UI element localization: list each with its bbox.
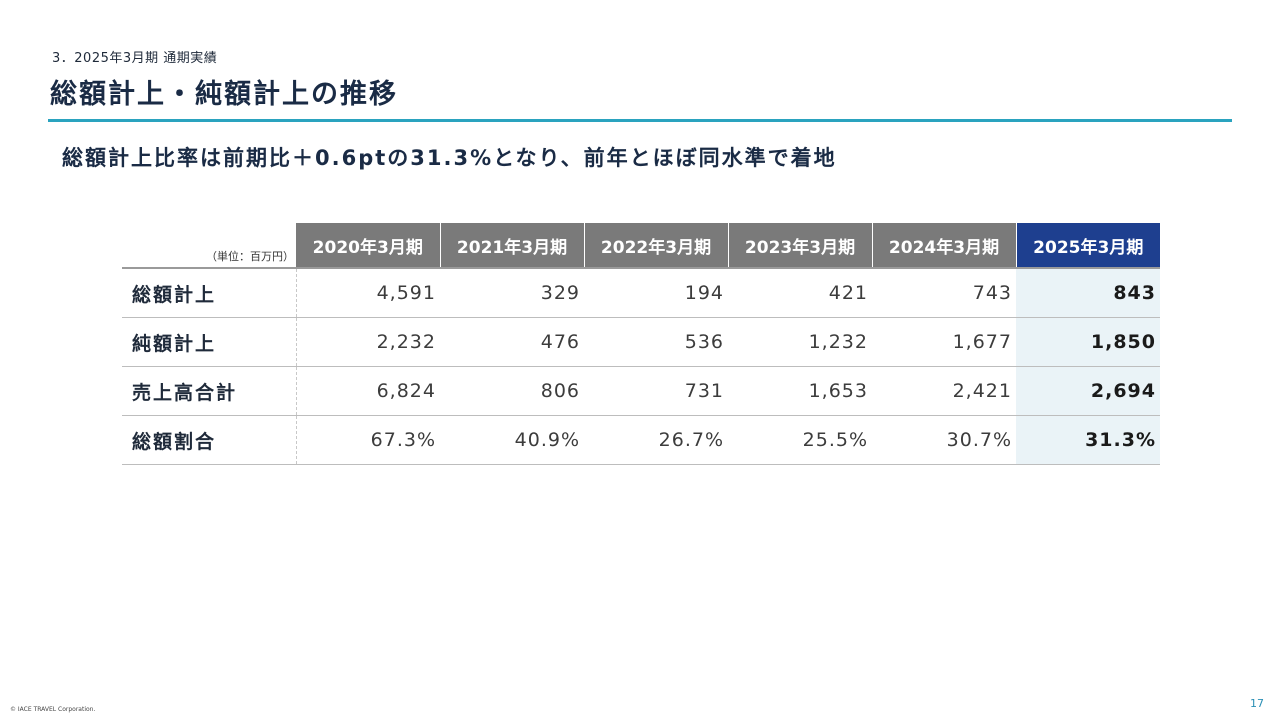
row-label-gross-ratio: 総額割合 bbox=[122, 415, 297, 465]
table-cell: 6,824 bbox=[296, 366, 440, 416]
row-label-total-sales: 売上高合計 bbox=[122, 366, 297, 416]
table-header-row: 2020年3月期 2021年3月期 2022年3月期 2023年3月期 2024… bbox=[122, 223, 1160, 268]
table-cell: 4,591 bbox=[296, 267, 440, 318]
header-fy2022: 2022年3月期 bbox=[584, 223, 729, 268]
table-cell: 731 bbox=[584, 366, 728, 416]
table-cell-current: 1,850 bbox=[1016, 317, 1160, 367]
table-cell: 2,232 bbox=[296, 317, 440, 367]
row-label-gross: 総額計上 bbox=[122, 267, 297, 318]
table-row: 総額割合 67.3% 40.9% 26.7% 25.5% 30.7% 31.3% bbox=[122, 415, 1160, 465]
header-fy2020: 2020年3月期 bbox=[296, 223, 441, 268]
table-cell: 2,421 bbox=[872, 366, 1016, 416]
row-label-net: 純額計上 bbox=[122, 317, 297, 367]
header-fy2023: 2023年3月期 bbox=[728, 223, 873, 268]
header-fy2021: 2021年3月期 bbox=[440, 223, 585, 268]
table-cell: 40.9% bbox=[440, 415, 584, 465]
corner-cell bbox=[122, 223, 296, 268]
table-cell: 67.3% bbox=[296, 415, 440, 465]
table-cell-current: 2,694 bbox=[1016, 366, 1160, 416]
table-cell: 329 bbox=[440, 267, 584, 318]
table-cell-current: 31.3% bbox=[1016, 415, 1160, 465]
table-cell: 25.5% bbox=[728, 415, 872, 465]
table-cell: 536 bbox=[584, 317, 728, 367]
table-cell: 743 bbox=[872, 267, 1016, 318]
table-cell: 30.7% bbox=[872, 415, 1016, 465]
table-cell: 806 bbox=[440, 366, 584, 416]
table-cell: 476 bbox=[440, 317, 584, 367]
table-cell: 1,653 bbox=[728, 366, 872, 416]
table-row: 純額計上 2,232 476 536 1,232 1,677 1,850 bbox=[122, 317, 1160, 367]
title-divider bbox=[48, 119, 1232, 122]
table-cell: 194 bbox=[584, 267, 728, 318]
table-row: 総額計上 4,591 329 194 421 743 843 bbox=[122, 267, 1160, 318]
table-cell: 1,232 bbox=[728, 317, 872, 367]
table-row: 売上高合計 6,824 806 731 1,653 2,421 2,694 bbox=[122, 366, 1160, 416]
page-number: 17 bbox=[1250, 697, 1264, 710]
page-title: 総額計上・純額計上の推移 bbox=[50, 79, 398, 110]
section-label: 3．2025年3月期 通期実績 bbox=[52, 51, 218, 66]
results-table: 2020年3月期 2021年3月期 2022年3月期 2023年3月期 2024… bbox=[122, 223, 1160, 465]
table-cell: 421 bbox=[728, 267, 872, 318]
headline-message: 総額計上比率は前期比＋0.6ptの31.3%となり、前年とほぼ同水準で着地 bbox=[62, 146, 837, 170]
unit-label: （単位：百万円） bbox=[206, 250, 294, 263]
header-fy2025: 2025年3月期 bbox=[1016, 223, 1160, 268]
table-cell: 1,677 bbox=[872, 317, 1016, 367]
table-cell: 26.7% bbox=[584, 415, 728, 465]
copyright-notice: © IACE TRAVEL Corporation. bbox=[10, 706, 96, 713]
table-cell-current: 843 bbox=[1016, 267, 1160, 318]
header-fy2024: 2024年3月期 bbox=[872, 223, 1017, 268]
